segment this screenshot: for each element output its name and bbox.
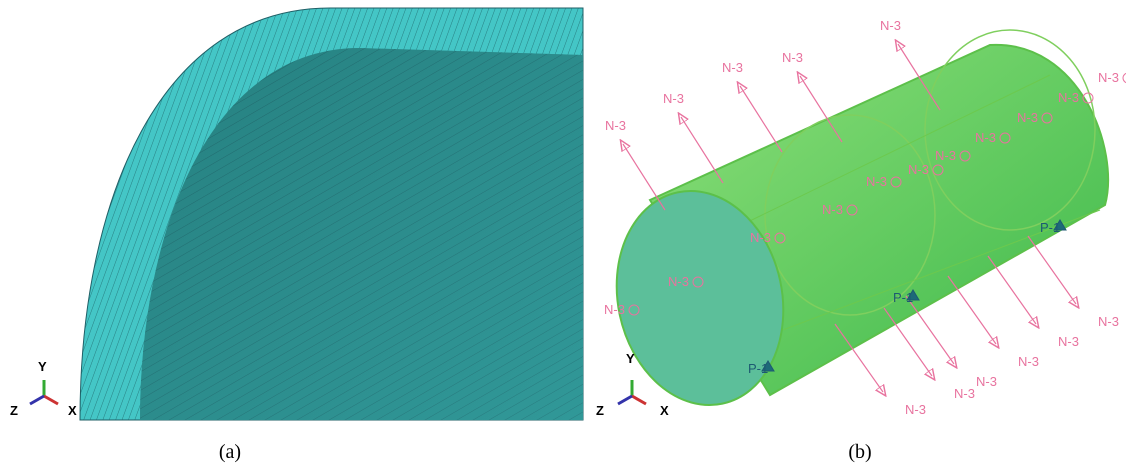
axis-label: Y bbox=[626, 351, 635, 366]
load-label: N-3 bbox=[866, 174, 887, 189]
axis-label: Y bbox=[38, 359, 47, 374]
load-label: N-3 bbox=[782, 50, 803, 65]
load-label: N-3 bbox=[1098, 314, 1119, 329]
load-arrow bbox=[948, 276, 996, 344]
load-label: N-3 bbox=[1018, 354, 1039, 369]
load-arrow bbox=[884, 308, 932, 376]
load-label: N-3 bbox=[722, 60, 743, 75]
axis-triad: Y Z X bbox=[10, 359, 77, 418]
caption: (a) bbox=[219, 441, 241, 463]
load-label: N-3 bbox=[1058, 90, 1079, 105]
axis-label: Z bbox=[596, 403, 604, 418]
load-label: N-3 bbox=[822, 202, 843, 217]
caption: (b) bbox=[848, 441, 871, 463]
load-label: N-3 bbox=[750, 230, 771, 245]
load-label: N-3 bbox=[975, 130, 996, 145]
load-arrow bbox=[906, 296, 954, 364]
load-arrow bbox=[740, 86, 782, 152]
load-label: N-3 bbox=[605, 118, 626, 133]
axis-label: Z bbox=[10, 403, 18, 418]
load-arrow bbox=[681, 117, 723, 183]
panel-a: Y Z X (a) bbox=[10, 8, 583, 463]
figure: Y Z X (a) Y Z X (b) N-3N-3N-3N-3N-3N-3N-… bbox=[0, 0, 1126, 468]
axis-label: X bbox=[660, 403, 669, 418]
load-arrow bbox=[988, 256, 1036, 324]
load-label: N-3 bbox=[1098, 70, 1119, 85]
load-arrow bbox=[623, 144, 665, 210]
load-label: N-3 bbox=[1058, 334, 1079, 349]
bc-label: P-1 bbox=[1040, 220, 1060, 235]
load-label: N-3 bbox=[908, 162, 929, 177]
bc-label: P-1 bbox=[748, 361, 768, 376]
load-label: N-3 bbox=[935, 148, 956, 163]
load-label: N-3 bbox=[954, 386, 975, 401]
load-label: N-3 bbox=[604, 302, 625, 317]
load-label: N-3 bbox=[976, 374, 997, 389]
load-label: N-3 bbox=[668, 274, 689, 289]
load-label: N-3 bbox=[1017, 110, 1038, 125]
panel-b: Y Z X (b) N-3N-3N-3N-3N-3N-3N-3N-3N-3N-3… bbox=[596, 18, 1126, 463]
load-label: N-3 bbox=[663, 91, 684, 106]
bc-label: P-1 bbox=[893, 290, 913, 305]
load-label: N-3 bbox=[880, 18, 901, 33]
load-label: N-3 bbox=[905, 402, 926, 417]
load-arrow bbox=[1028, 236, 1076, 304]
axis-label: X bbox=[68, 403, 77, 418]
